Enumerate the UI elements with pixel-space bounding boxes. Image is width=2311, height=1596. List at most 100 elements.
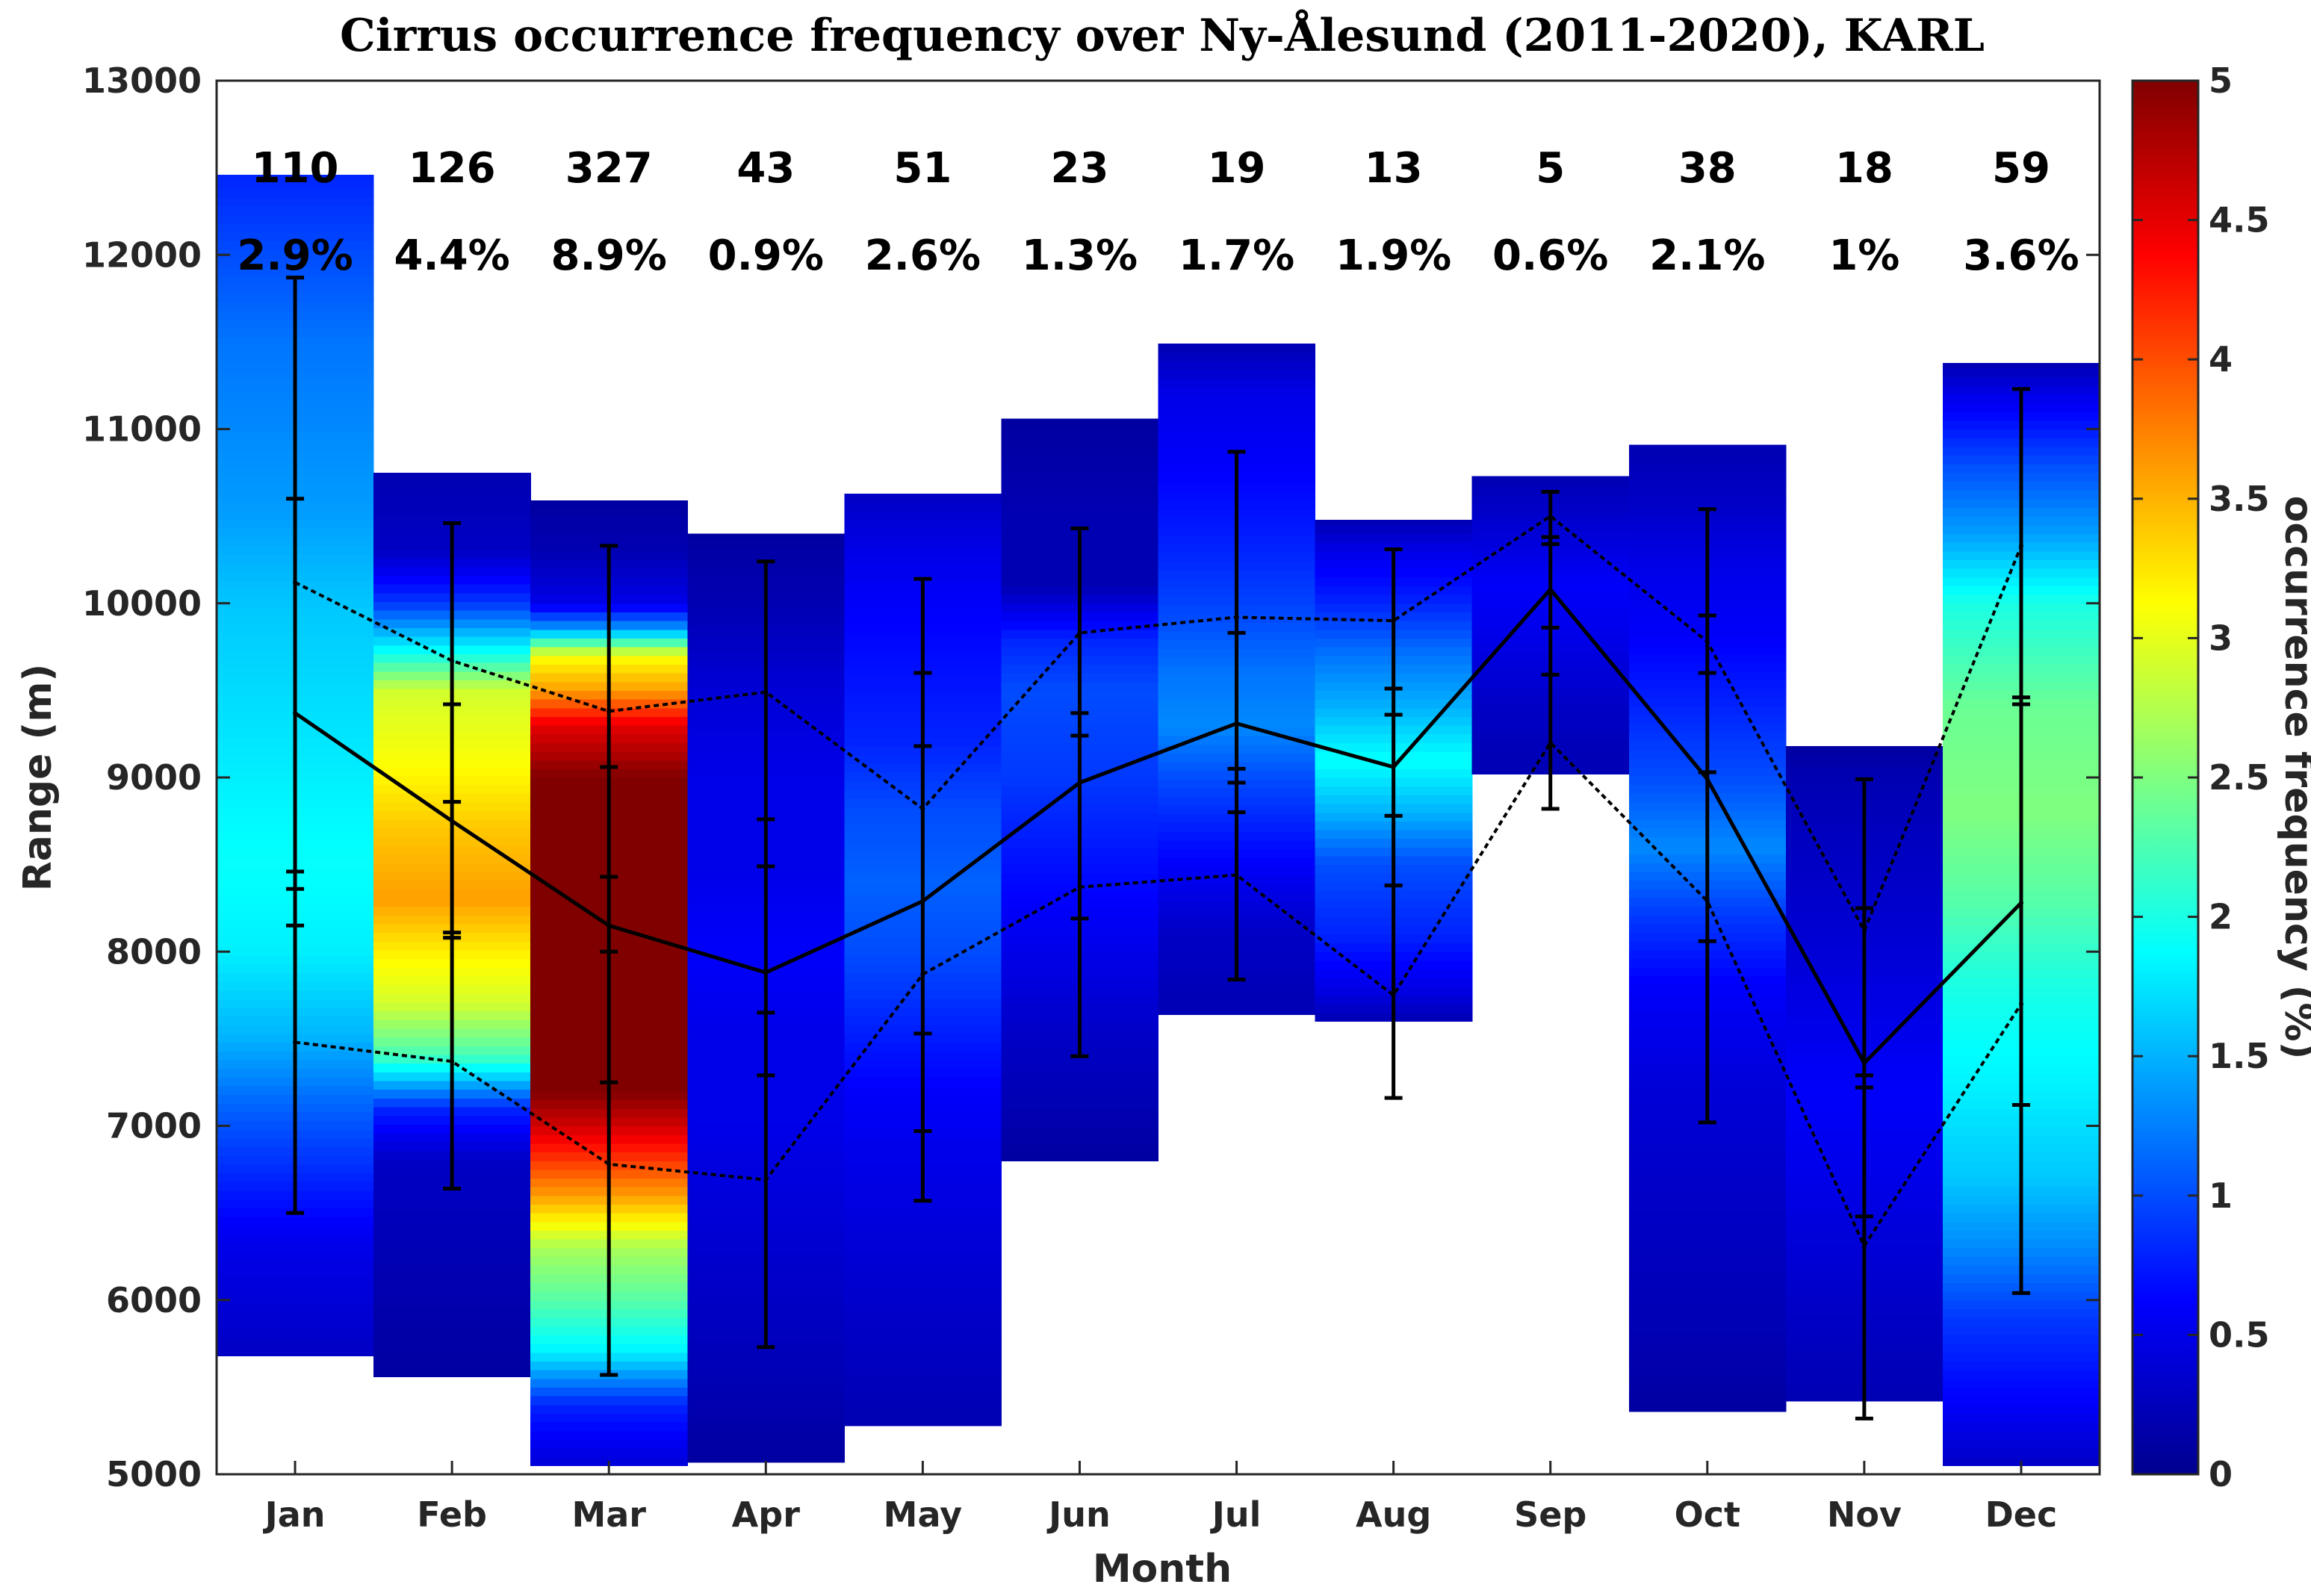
percentage-label-sep: 0.6%	[1492, 232, 1608, 280]
heatmap-cell	[844, 1251, 1002, 1261]
heatmap-cell	[1001, 1099, 1159, 1109]
heatmap-cell	[217, 1338, 374, 1348]
heatmap-cell	[1001, 490, 1159, 500]
heatmap-cell	[844, 1338, 1002, 1348]
heatmap-cell	[844, 1294, 1002, 1305]
heatmap-cell	[217, 1312, 374, 1322]
heatmap-cell	[1001, 418, 1159, 421]
heatmap-cell	[1628, 1246, 1787, 1255]
heatmap-cell	[687, 1383, 845, 1393]
heatmap-cell	[687, 1392, 845, 1402]
heatmap-cell	[1628, 1394, 1787, 1403]
heatmap-cell	[1628, 1132, 1787, 1143]
heatmap-cell	[1628, 1298, 1787, 1308]
heatmap-cell	[1942, 1413, 2100, 1423]
heatmap-cell	[1628, 1307, 1787, 1317]
heatmap-cell	[217, 1303, 374, 1313]
heatmap-cell	[844, 1208, 1002, 1217]
heatmap-cell	[1158, 988, 1316, 998]
percentage-label-may: 2.6%	[865, 232, 981, 280]
heatmap-cell	[1001, 507, 1159, 517]
heatmap-cell	[530, 1378, 688, 1388]
heatmap-cell	[373, 1324, 531, 1334]
heatmap-cell	[1001, 1152, 1159, 1161]
heatmap-cell	[373, 1202, 531, 1212]
heatmap-cell	[217, 174, 374, 181]
heatmap-cell	[217, 179, 374, 190]
colorbar-tick-label: 2	[2209, 897, 2233, 937]
heatmap-cell	[373, 1315, 531, 1325]
heatmap-cell	[373, 1281, 531, 1291]
colorbar	[2131, 79, 2200, 1476]
heatmap-cell	[217, 267, 374, 276]
error-bar-mar	[600, 544, 618, 1377]
heatmap-cell	[687, 538, 845, 548]
y-tick-label: 11000	[82, 409, 202, 450]
error-bar-jun	[1070, 526, 1089, 1058]
heatmap-cell	[844, 1216, 1002, 1226]
monthly-annotations: 110 2.9% 126 4.4% 327 8.9% 43 0.9% 51 2.6% 23 1.3% 1…	[237, 144, 2079, 280]
heatmap-cell	[373, 1289, 531, 1300]
heatmap-cell	[217, 1234, 374, 1243]
heatmap-cell	[373, 1229, 531, 1238]
heatmap-cell	[1942, 1370, 2100, 1379]
heatmap-cell	[217, 205, 374, 216]
heatmap-cell	[373, 1359, 531, 1369]
heatmap-cell	[844, 1260, 1002, 1270]
colorbar-tick-label: 3.5	[2209, 479, 2270, 519]
heatmap-cell	[1628, 1263, 1787, 1273]
heatmap-cell	[373, 497, 531, 506]
error-bar-may	[913, 577, 932, 1203]
percentage-label-dec: 3.6%	[1963, 232, 2079, 280]
heatmap-cell	[373, 514, 531, 524]
heatmap-cell	[1628, 444, 1787, 454]
heatmap-cell	[1001, 1108, 1159, 1118]
colorbar-ticks: 0 0.5 1 1.5 2 2.5 3 3.5 4 4.5 5	[2132, 60, 2270, 1494]
heatmap-cell	[1628, 1324, 1787, 1334]
heatmap-cell	[844, 1399, 1002, 1409]
y-tick-label: 5000	[106, 1454, 202, 1494]
heatmap-cell	[1315, 524, 1473, 535]
y-axis: 5000 6000 7000 8000 9000 10000 11000 12000 13000	[82, 60, 2100, 1494]
heatmap-cell	[1942, 1335, 2100, 1344]
heatmap-cell	[1628, 453, 1787, 463]
percentage-label-nov: 1%	[1828, 232, 1899, 280]
heatmap-cell	[373, 1298, 531, 1308]
y-tick-label: 7000	[106, 1106, 202, 1146]
heatmap-cell	[1158, 422, 1316, 432]
heatmap-cell	[530, 1404, 688, 1414]
heatmap-cell	[373, 1307, 531, 1317]
heatmap-cell	[687, 547, 845, 557]
heatmap-cell	[844, 528, 1002, 538]
heatmap-cell	[217, 1294, 374, 1305]
count-label-mar: 327	[565, 144, 653, 193]
heatmap-cell	[1628, 479, 1787, 489]
colorbar-tick-label: 4.5	[2209, 200, 2270, 240]
heatmap-cell	[844, 537, 1002, 547]
heatmap-cell	[1158, 344, 1316, 353]
percentage-label-oct: 2.1%	[1649, 232, 1765, 280]
heatmap-cell	[1628, 1193, 1787, 1203]
heatmap-cell	[844, 1312, 1002, 1322]
heatmap-cell	[844, 511, 1002, 521]
heatmap-cell	[844, 554, 1002, 564]
heatmap-cell	[373, 1193, 531, 1203]
heatmap-cell	[687, 1444, 845, 1454]
heatmap-cell	[844, 1417, 1002, 1426]
heatmap-cell	[530, 516, 688, 526]
heatmap-cell	[1001, 455, 1159, 465]
heatmap-cell	[1628, 1141, 1787, 1151]
heatmap-cell	[217, 232, 374, 242]
heatmap-cell	[1942, 1326, 2100, 1335]
heatmap-cell	[1628, 1341, 1787, 1351]
heatmap-cell	[844, 1364, 1002, 1374]
y-tick-label: 12000	[82, 235, 202, 275]
heatmap-cell	[217, 1251, 374, 1261]
heatmap-cell	[844, 1347, 1002, 1356]
heatmap-cell	[217, 1268, 374, 1279]
heatmap-cell	[1628, 1211, 1787, 1221]
heatmap-cell	[844, 545, 1002, 556]
heatmap-cell	[1158, 370, 1316, 379]
heatmap-cell	[844, 1225, 1002, 1235]
